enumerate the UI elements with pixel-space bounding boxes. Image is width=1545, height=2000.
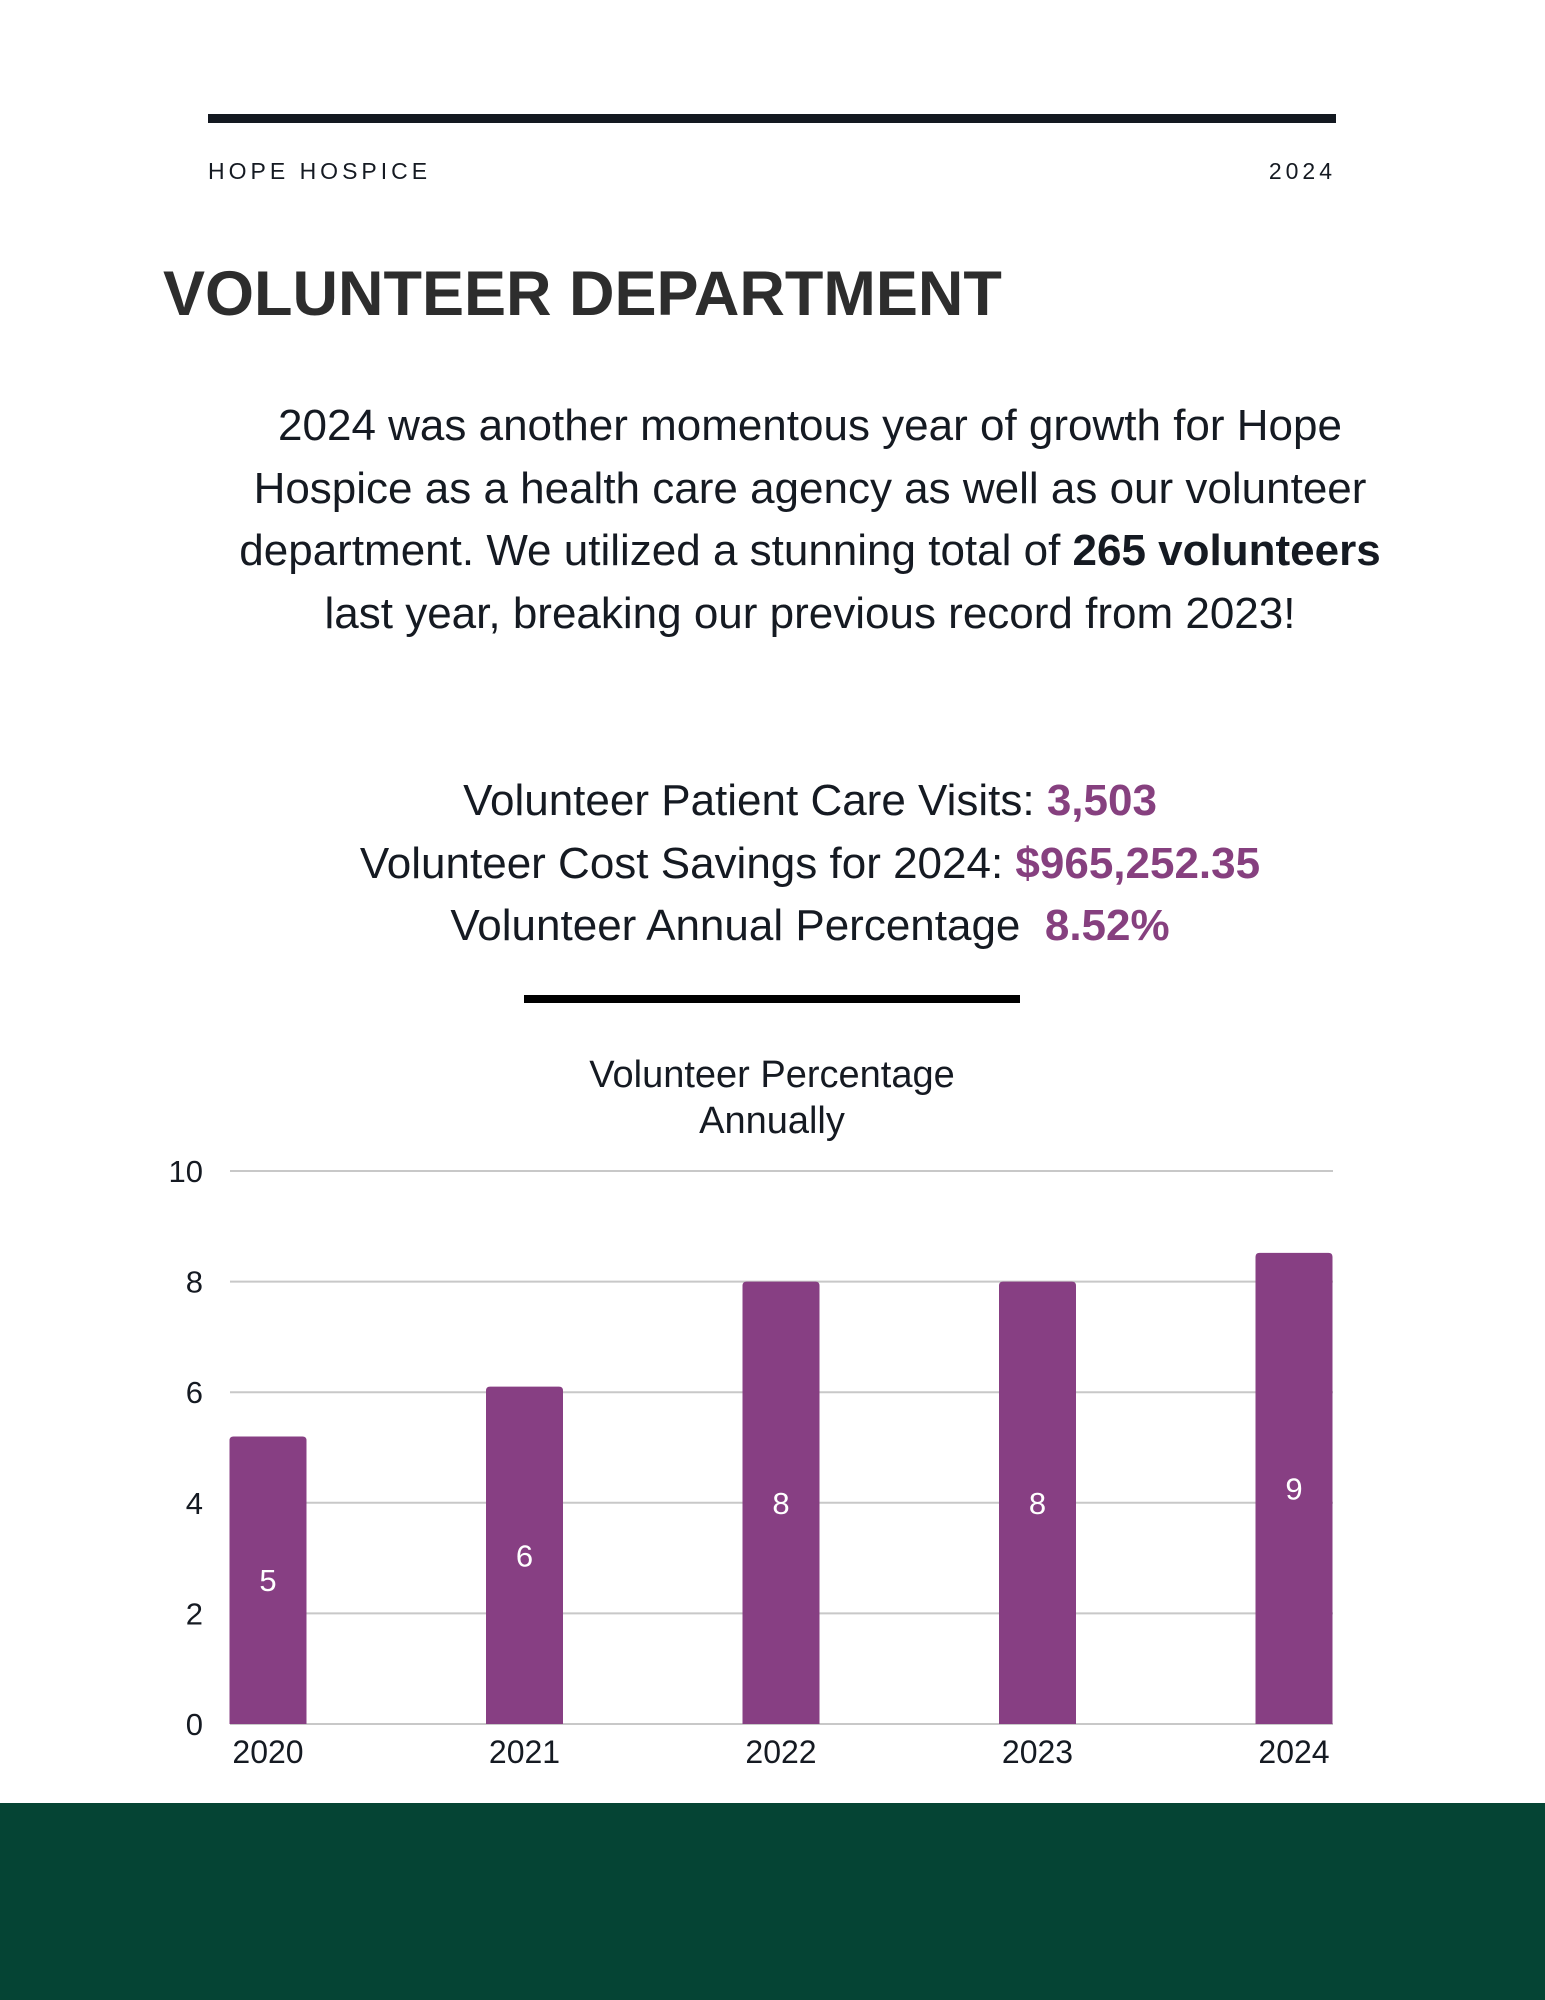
- organization-name: HOPE HOSPICE: [208, 158, 432, 184]
- x-tick-label: 2021: [489, 1734, 560, 1770]
- chart-title: Volunteer Percentage Annually: [460, 1052, 1084, 1144]
- stats-block: Volunteer Patient Care Visits: 3,503 Vol…: [230, 770, 1390, 958]
- y-tick-label: 10: [169, 1154, 203, 1189]
- stat-value: $965,252.35: [1015, 838, 1261, 888]
- x-tick-label: 2024: [1258, 1734, 1329, 1770]
- intro-text-end: last year, breaking our previous record …: [324, 588, 1296, 638]
- stat-label: Volunteer Annual Percentage: [450, 901, 1045, 950]
- y-tick-label: 2: [186, 1596, 203, 1631]
- footer-band: [0, 1803, 1545, 2000]
- bar-chart: 0 2 4 6 8 10 5 2020 6 2021 8 2022 8 2023 9 2024: [169, 1154, 1333, 1770]
- y-tick-label: 6: [186, 1375, 203, 1410]
- header-rule: [208, 114, 1336, 123]
- data-label: 8: [772, 1486, 789, 1521]
- data-label: 8: [1029, 1486, 1046, 1521]
- bar-2022: [742, 1281, 820, 1724]
- stat-annual-percentage: Volunteer Annual Percentage 8.52%: [230, 895, 1390, 958]
- bar-2023: [999, 1281, 1076, 1724]
- x-tick-label: 2020: [232, 1734, 303, 1770]
- x-tick-label: 2023: [1002, 1734, 1073, 1770]
- report-year: 2024: [1268, 158, 1336, 184]
- x-tick-label: 2022: [745, 1734, 816, 1770]
- stat-value: 8.52%: [1044, 901, 1170, 950]
- page-title: VOLUNTEER DEPARTMENT: [163, 259, 1002, 329]
- stat-value: 3,503: [1046, 776, 1157, 825]
- chart-title-line-1: Volunteer Percentage: [589, 1054, 955, 1096]
- y-tick-label: 8: [186, 1265, 203, 1300]
- volunteer-count: 265 volunteers: [1072, 526, 1381, 575]
- data-label: 5: [259, 1563, 276, 1598]
- bar-2021: [486, 1386, 563, 1724]
- y-tick-label: 0: [186, 1707, 203, 1742]
- data-label: 9: [1285, 1471, 1302, 1506]
- intro-text-start: 2024 was another momentous year of growt…: [239, 401, 1367, 575]
- section-divider: [524, 995, 1020, 1003]
- data-label: 6: [516, 1538, 533, 1573]
- intro-paragraph: 2024 was another momentous year of growt…: [230, 395, 1390, 645]
- stat-label: Volunteer Patient Care Visits:: [463, 776, 1047, 825]
- bar-2020: [229, 1436, 307, 1724]
- stat-label: Volunteer Cost Savings for 2024:: [359, 838, 1016, 888]
- stat-cost-savings: Volunteer Cost Savings for 2024: $965,25…: [230, 833, 1390, 896]
- chart-title-line-2: Annually: [699, 1100, 845, 1142]
- stat-patient-visits: Volunteer Patient Care Visits: 3,503: [230, 770, 1390, 833]
- bar-2024: [1255, 1252, 1333, 1724]
- y-tick-label: 4: [186, 1486, 203, 1521]
